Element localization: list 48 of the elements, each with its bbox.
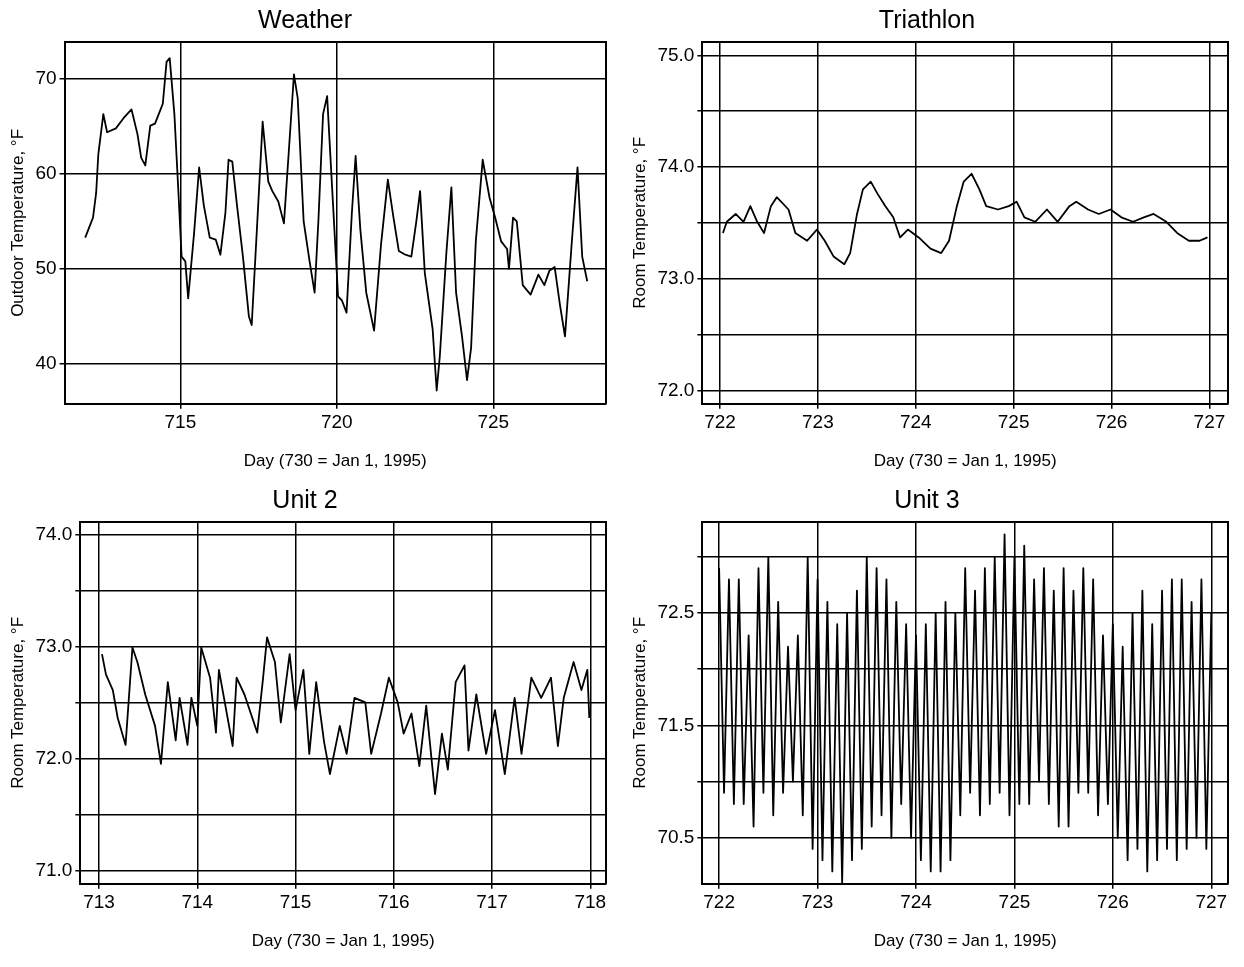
x-tick-label: 725 <box>997 411 1030 433</box>
x-tick-label: 724 <box>899 411 933 433</box>
x-tick-label: 726 <box>1095 411 1128 433</box>
x-tick-label: 717 <box>476 891 508 913</box>
chart-title: Unit 2 <box>272 484 338 513</box>
y-tick-label: 70 <box>35 67 57 89</box>
y-tick-label: 71.0 <box>35 858 73 880</box>
x-tick-label: 722 <box>704 411 736 433</box>
x-tick-label: 726 <box>1096 891 1129 913</box>
x-tick-label: 725 <box>477 411 510 433</box>
x-axis-title: Day (730 = Jan 1, 1995) <box>873 931 1057 951</box>
y-tick-label: 74.0 <box>657 155 695 177</box>
chart-title: Triathlon <box>878 4 976 33</box>
y-axis-title: Outdoor Temperature, °F <box>7 128 27 317</box>
chart-title: Weather <box>257 4 353 33</box>
x-axis-title: Day (730 = Jan 1, 1995) <box>251 931 435 951</box>
x-axis-title: Day (730 = Jan 1, 1995) <box>243 451 427 471</box>
x-tick-label: 722 <box>703 891 735 913</box>
x-tick-label: 714 <box>181 891 214 913</box>
y-tick-label: 72.5 <box>657 601 695 623</box>
x-tick-label: 724 <box>900 891 933 913</box>
x-tick-label: 718 <box>574 891 607 913</box>
x-tick-label: 727 <box>1195 891 1228 913</box>
y-tick-label: 72.0 <box>35 746 73 768</box>
y-tick-label: 72.0 <box>657 378 695 400</box>
x-tick-label: 713 <box>83 891 115 913</box>
x-tick-label: 723 <box>801 891 834 913</box>
y-axis-title: Room Temperature, °F <box>7 616 27 789</box>
x-tick-label: 715 <box>279 891 312 913</box>
y-tick-label: 60 <box>35 162 57 184</box>
y-axis-title: Room Temperature, °F <box>629 136 649 309</box>
y-axis-title: Room Temperature, °F <box>629 616 649 789</box>
y-tick-label: 74.0 <box>35 522 73 544</box>
x-tick-label: 720 <box>320 411 353 433</box>
y-tick-label: 50 <box>35 257 57 279</box>
y-tick-label: 73.0 <box>35 634 73 656</box>
y-tick-label: 70.5 <box>657 825 695 847</box>
x-tick-label: 716 <box>377 891 410 913</box>
y-tick-label: 75.0 <box>657 43 695 65</box>
chart-title: Unit 3 <box>894 484 960 513</box>
x-axis-title: Day (730 = Jan 1, 1995) <box>873 451 1057 471</box>
x-tick-label: 727 <box>1193 411 1226 433</box>
x-tick-label: 715 <box>164 411 197 433</box>
y-tick-label: 71.5 <box>657 713 695 735</box>
x-tick-label: 725 <box>998 891 1031 913</box>
y-tick-label: 40 <box>35 352 57 374</box>
y-tick-label: 73.0 <box>657 266 695 288</box>
x-tick-label: 723 <box>802 411 834 433</box>
